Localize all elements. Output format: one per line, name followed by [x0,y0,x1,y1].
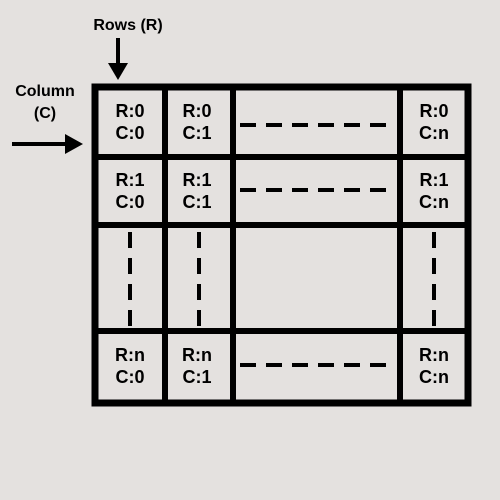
cell-row-index: R:1 [419,170,449,190]
column-label-line2: (C) [33,105,57,122]
rows-arrow-icon [108,38,128,80]
cell-col-index: C:n [419,192,449,212]
column-arrow-icon [12,134,83,154]
cell-row-index: R:n [182,345,212,365]
cell-col-index: C:0 [115,123,145,143]
cell-row-index: R:0 [419,101,449,121]
cell-row-index: R:0 [182,101,212,121]
cell-r0-cn: R:0 C:n [404,100,464,144]
cell-r1-c0: R:1 C:0 [100,169,160,213]
cell-col-index: C:0 [115,367,145,387]
cell-row-index: R:1 [115,170,145,190]
cell-col-index: C:0 [115,192,145,212]
cell-rn-cn: R:n C:n [404,344,464,388]
cell-row-index: R:1 [182,170,212,190]
cell-row-index: R:n [419,345,449,365]
cell-col-index: C:n [419,367,449,387]
column-label-line1: Column [15,83,75,100]
column-label: Column (C) [4,81,86,125]
cell-col-index: C:n [419,123,449,143]
cell-col-index: C:1 [182,123,212,143]
cell-rn-c1: R:n C:1 [167,344,227,388]
cell-r1-c1: R:1 C:1 [167,169,227,213]
grid-outer-border [91,83,472,407]
cell-row-index: R:0 [115,101,145,121]
cell-rn-c0: R:n C:0 [100,344,160,388]
cell-col-index: C:1 [182,367,212,387]
cell-r0-c0: R:0 C:0 [100,100,160,144]
cell-row-index: R:n [115,345,145,365]
rows-label: Rows (R) [93,17,163,34]
cell-r0-c1: R:0 C:1 [167,100,227,144]
cell-col-index: C:1 [182,192,212,212]
cell-r1-cn: R:1 C:n [404,169,464,213]
